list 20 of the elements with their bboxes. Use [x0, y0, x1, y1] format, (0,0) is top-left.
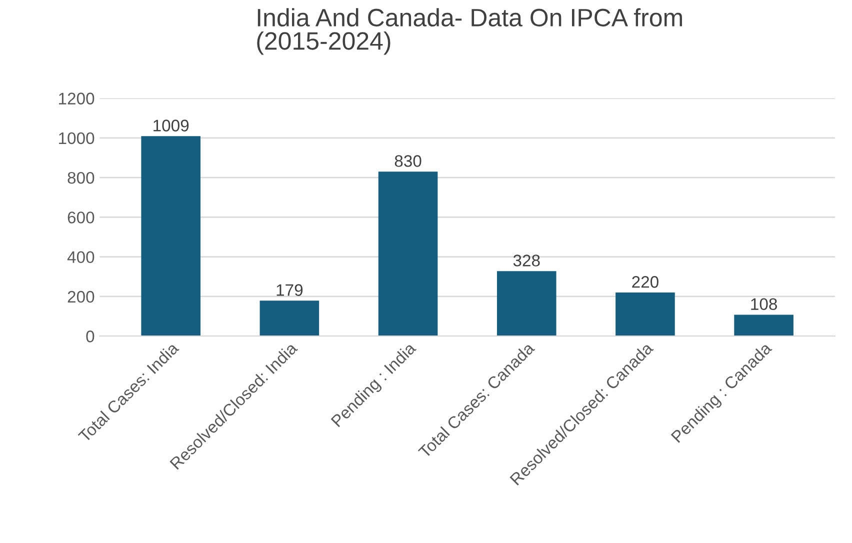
y-tick-label: 0: [86, 330, 94, 342]
data-label: 220: [632, 276, 658, 288]
y-tick-label: 600: [68, 212, 94, 224]
bar: [496, 271, 556, 336]
bar: [734, 314, 794, 336]
bar: [260, 300, 320, 336]
data-label: 108: [751, 298, 777, 310]
bar: [141, 136, 200, 336]
y-tick-label: 400: [67, 251, 94, 264]
bar: [616, 292, 675, 336]
chart-title: India And Canada- Data On IPCA from (2015-2024): [257, 8, 682, 55]
y-tick-label: 1200: [59, 92, 94, 104]
y-tick-label: 800: [68, 172, 94, 184]
data-label: 328: [513, 254, 540, 266]
data-label: 830: [394, 155, 422, 167]
data-label: 1009: [154, 120, 189, 132]
data-label: 179: [276, 284, 303, 296]
bar: [378, 172, 438, 336]
y-tick-label: 1000: [59, 132, 94, 144]
y-tick-label: 200: [68, 290, 94, 303]
